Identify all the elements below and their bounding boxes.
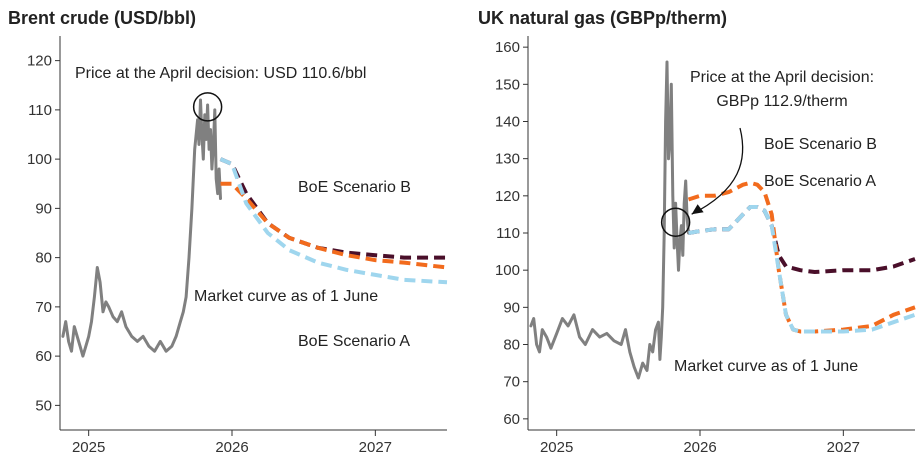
gas-y-tick-label: 80 (503, 337, 520, 354)
gas-y-tick-label: 110 (496, 225, 520, 242)
gas-decision-arrow (691, 127, 744, 215)
gas-y-tick-label: 90 (503, 299, 520, 316)
gas-y-tick-label: 100 (495, 262, 520, 279)
gas-y-tick-label: 140 (495, 113, 520, 130)
gas-y-tick-label: 70 (503, 374, 520, 391)
brent-series-history (61, 98, 222, 358)
gas-label-scenario-a: BoE Scenario A (764, 173, 876, 190)
brent-y-tick-label: 90 (35, 200, 52, 217)
gas-decision-annotation-value: GBPp 112.9/therm (716, 93, 847, 110)
brent-y-tick-label: 120 (27, 53, 52, 70)
brent-y-tick-label: 60 (35, 348, 52, 365)
brent-decision-circle (192, 92, 223, 122)
brent-x-tick-label: 2025 (72, 439, 105, 456)
gas-decision-arrowhead (691, 204, 704, 215)
brent-y-tick-label: 70 (35, 299, 52, 316)
gas-label-market: Market curve as of 1 June (674, 358, 858, 375)
brent-label-scenario-a: BoE Scenario A (298, 333, 410, 350)
gas-x-tick-label: 2027 (827, 439, 860, 456)
brent-label-scenario-b: BoE Scenario B (298, 179, 411, 196)
gas-y-tick-label: 60 (503, 411, 520, 428)
gas-series-scenario-b (688, 205, 916, 274)
brent-y-tick-label: 50 (35, 397, 52, 414)
brent-x-tick-label: 2026 (215, 439, 248, 456)
brent-y-tick-label: 110 (28, 102, 52, 119)
brent-x-tick-label: 2027 (359, 439, 392, 456)
brent-decision-annotation: Price at the April decision: USD 110.6/b… (75, 65, 366, 82)
gas-series-scenario-a (688, 205, 916, 334)
gas-y-tick-label: 130 (495, 151, 520, 168)
gas-y-tick-label: 120 (495, 188, 520, 205)
gas-x-tick-label: 2026 (683, 439, 716, 456)
left-chart-title: Brent crude (USD/bbl) (8, 8, 197, 28)
brent-y-tick-label: 100 (27, 151, 52, 168)
right-chart-title: UK natural gas (GBPp/therm) (478, 8, 728, 28)
gas-series-market (687, 180, 916, 334)
gas-series-history (529, 60, 690, 380)
gas-decision-circle (660, 207, 691, 237)
brent-series-market (220, 181, 448, 270)
gas-y-tick-label: 150 (495, 76, 520, 93)
brent-y-tick-label: 80 (35, 250, 52, 267)
gas-label-scenario-b: BoE Scenario B (764, 136, 877, 153)
gas-y-tick-label: 160 (495, 39, 520, 56)
brent-series-scenario-a (219, 157, 448, 285)
gas-x-tick-label: 2025 (540, 439, 573, 456)
gas-decision-annotation: Price at the April decision: (690, 69, 874, 86)
brent-label-market: Market curve as of 1 June (194, 288, 378, 305)
